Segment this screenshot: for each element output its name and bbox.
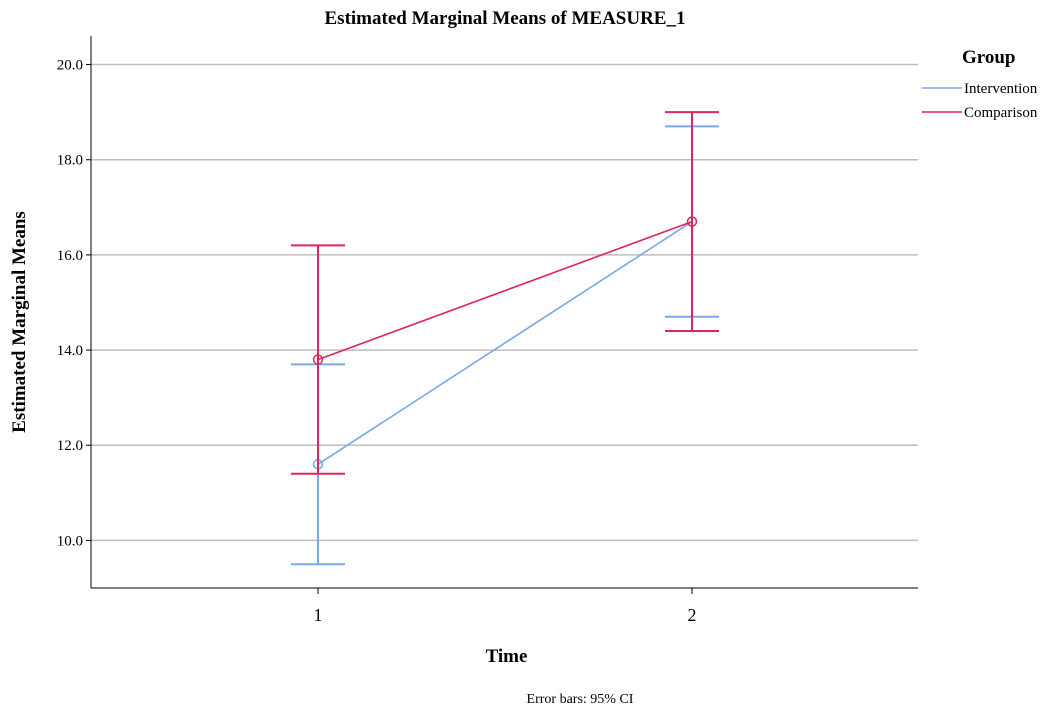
y-tick-label: 20.0 — [57, 58, 83, 74]
y-tick-label: 14.0 — [57, 343, 83, 359]
chart-title: Estimated Marginal Means of MEASURE_1 — [325, 8, 686, 29]
data-point — [686, 216, 698, 227]
series-comparison — [291, 111, 719, 475]
legend-title: Group — [962, 47, 1016, 68]
y-tick-labels: 10.0 12.0 14.0 16.0 18.0 20.0 — [57, 58, 83, 550]
axes — [86, 36, 918, 594]
error-bars-footnote: Error bars: 95% CI — [527, 692, 634, 707]
x-axis-label: Time — [486, 646, 528, 667]
data-point — [312, 354, 324, 365]
legend: Group Intervention Comparison — [922, 47, 1038, 121]
x-tick-label: 1 — [314, 605, 323, 625]
series-line — [317, 220, 693, 465]
series — [291, 111, 719, 566]
y-tick-label: 16.0 — [57, 248, 83, 264]
y-tick-label: 10.0 — [57, 533, 83, 549]
y-tick-label: 12.0 — [57, 438, 83, 454]
gridlines — [91, 63, 918, 542]
legend-label: Intervention — [964, 81, 1038, 97]
y-tick-label: 18.0 — [57, 153, 83, 169]
legend-label: Comparison — [964, 105, 1038, 121]
x-tick-label: 2 — [688, 605, 697, 625]
y-axis-label: Estimated Marginal Means — [9, 211, 30, 433]
series-line — [317, 220, 693, 361]
